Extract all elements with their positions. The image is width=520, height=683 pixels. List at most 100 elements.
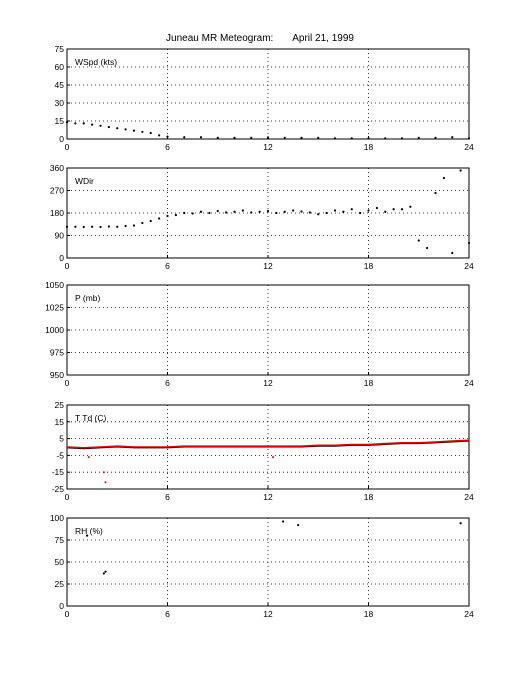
- wdir-data-point: [283, 210, 286, 213]
- wdir-data-point: [166, 214, 169, 218]
- wspd-panel: 0 6 12 18 24 0 15 30 45 60 75 WSpd (kts): [55, 44, 474, 152]
- pressure-panel-label: P (mb): [75, 293, 101, 303]
- wdir-data-point: [275, 211, 278, 215]
- rh-ytick-label: 0: [59, 601, 64, 611]
- wspd-ytick-label: 0: [59, 134, 64, 144]
- wspd-data-point: [65, 121, 69, 124]
- wdir-data-point: [308, 211, 311, 214]
- rh-xtick-label: 24: [464, 609, 474, 619]
- rh-xtick-label: 0: [65, 609, 70, 619]
- pressure-panel: 0 6 12 18 24 950 975 1000 1025 1050 P (mb): [45, 280, 474, 388]
- title-date: April 21, 1999: [292, 33, 354, 44]
- wspd-data-point: [158, 134, 161, 137]
- wspd-data-point: [124, 128, 127, 131]
- wdir-ytick-label: 360: [50, 163, 64, 173]
- wdir-data-point: [467, 241, 471, 245]
- wdir-data-point: [183, 211, 186, 215]
- pressure-xtick-label: 0: [65, 378, 70, 388]
- title-station: Juneau MR Meteogram:: [166, 33, 274, 44]
- wspd-data-point: [99, 124, 102, 127]
- pressure-xtick-label: 6: [165, 378, 170, 388]
- temp-outlier-point: [102, 471, 105, 474]
- wdir-xtick-label: 24: [464, 261, 474, 271]
- wspd-xtick-label: 24: [464, 142, 474, 152]
- wdir-data-point: [317, 213, 320, 216]
- wdir-data-point: [132, 224, 136, 227]
- wspd-data-point: [417, 136, 420, 139]
- wdir-panel: 0 6 12 18 24 0 90 180 270 360 WDir: [50, 163, 474, 271]
- wspd-data-point: [74, 122, 77, 125]
- wdir-data-point: [199, 210, 203, 213]
- rh-panel: 0 6 12 18 24 0 25 50 75 100 RH (%): [50, 513, 474, 619]
- wdir-data-point: [367, 209, 370, 212]
- pressure-xtick-label: 18: [364, 378, 374, 388]
- wspd-data-point: [166, 135, 169, 138]
- wspd-ytick-label: 45: [55, 80, 65, 90]
- wdir-data-point: [333, 209, 337, 212]
- wdir-data-point: [459, 169, 462, 172]
- wdir-ytick-label: 0: [59, 253, 64, 263]
- wdir-data-point: [124, 224, 127, 228]
- rh-data-point: [102, 572, 105, 575]
- wdir-data-point: [191, 212, 194, 215]
- wspd-xtick-label: 6: [165, 142, 170, 152]
- pressure-ytick-label: 1000: [45, 325, 64, 335]
- rh-xtick-label: 18: [364, 609, 374, 619]
- wspd-ytick-label: 60: [55, 62, 65, 72]
- rh-ytick-label: 75: [55, 535, 65, 545]
- wdir-xtick-label: 0: [65, 261, 70, 271]
- rh-xtick-label: 12: [263, 609, 273, 619]
- temp-ytick-label: 15: [55, 417, 65, 427]
- wdir-data-point: [417, 239, 420, 242]
- wdir-data-point: [149, 219, 152, 223]
- wspd-data-point: [141, 130, 144, 133]
- temp-outlier-point: [272, 456, 275, 459]
- wspd-data-point: [300, 136, 303, 139]
- pressure-ytick-label: 1025: [45, 303, 64, 313]
- wdir-data-point: [434, 191, 437, 195]
- wdir-data-point: [91, 225, 94, 228]
- rh-ytick-label: 50: [55, 557, 65, 567]
- wdir-data-point: [82, 225, 85, 229]
- temp-outlier-point: [104, 481, 107, 484]
- temp-ytick-label: 25: [55, 400, 65, 410]
- wdir-data-point: [216, 209, 219, 213]
- wdir-data-point: [258, 210, 261, 213]
- wdir-data-point: [426, 246, 429, 250]
- wdir-data-point: [384, 210, 387, 213]
- wdir-xtick-label: 12: [263, 261, 273, 271]
- wspd-ytick-label: 30: [55, 98, 65, 108]
- pressure-ytick-label: 950: [50, 370, 64, 380]
- wdir-data-point: [65, 225, 69, 228]
- wspd-data-point: [91, 123, 94, 126]
- wdir-data-point: [400, 208, 404, 211]
- wdir-panel-label: WDir: [75, 176, 94, 186]
- wspd-data-point: [451, 136, 454, 139]
- pressure-xtick-label: 12: [263, 378, 273, 388]
- pressure-ytick-label: 975: [50, 348, 64, 358]
- rh-ytick-label: 100: [50, 513, 64, 523]
- wdir-data-point: [208, 211, 211, 215]
- rh-data-point: [86, 534, 89, 537]
- wspd-data-point: [250, 136, 253, 139]
- wspd-data-point: [283, 136, 286, 139]
- rh-ytick-label: 25: [55, 579, 65, 589]
- rh-xtick-label: 6: [165, 609, 170, 619]
- wdir-data-point: [359, 211, 362, 215]
- wspd-data-point: [149, 131, 152, 135]
- temp-ytick-label: -15: [52, 467, 65, 477]
- wdir-data-point: [325, 211, 328, 215]
- wspd-data-point: [367, 137, 370, 140]
- wdir-xtick-label: 18: [364, 261, 374, 271]
- rh-panel-label: RH (%): [75, 526, 103, 536]
- wspd-data-point: [350, 137, 353, 140]
- wdir-data-point: [375, 206, 378, 210]
- wspd-data-point: [266, 136, 270, 139]
- wdir-ytick-label: 270: [50, 186, 64, 196]
- rh-data-point: [297, 523, 300, 527]
- wspd-data-point: [132, 129, 136, 132]
- chart-title: Juneau MR Meteogram: April 21, 1999: [0, 33, 520, 44]
- wdir-data-point: [350, 208, 353, 211]
- wspd-data-point: [467, 137, 471, 140]
